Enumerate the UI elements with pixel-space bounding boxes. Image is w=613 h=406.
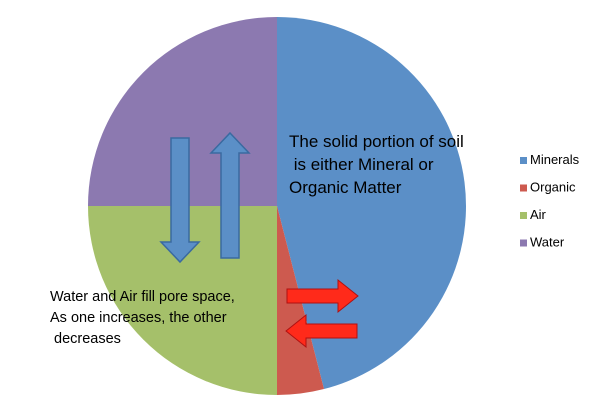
solid-exchange-arrows xyxy=(285,278,359,349)
pore-annotation-line: As one increases, the other xyxy=(50,310,227,326)
legend-swatch-water xyxy=(520,239,527,247)
legend-label-air: Air xyxy=(530,207,547,222)
legend: Minerals Organic Air Water xyxy=(520,152,580,250)
up-arrow xyxy=(209,131,251,259)
legend-swatch-minerals xyxy=(520,157,527,164)
legend-swatch-air xyxy=(520,212,527,219)
legend-label-water: Water xyxy=(530,235,565,250)
solid-annotation-line: is either Mineral or xyxy=(289,155,434,174)
solid-annotation-line: Organic Matter xyxy=(289,178,402,197)
pore-exchange-arrows xyxy=(159,131,251,264)
right-arrow xyxy=(286,278,359,314)
solid-annotation-line: The solid portion of soil xyxy=(289,132,464,151)
pie-slices xyxy=(88,17,467,395)
pore-annotation-line: decreases xyxy=(50,331,121,347)
down-arrow xyxy=(159,137,201,264)
pore-annotation-line: Water and Air fill pore space, xyxy=(50,289,235,305)
pore-space-annotation: Water and Air fill pore space, As one in… xyxy=(50,289,239,347)
legend-label-minerals: Minerals xyxy=(530,152,580,167)
legend-swatch-organic xyxy=(520,184,527,192)
left-arrow xyxy=(285,313,358,349)
legend-label-organic: Organic xyxy=(530,180,576,195)
solid-portion-annotation: The solid portion of soil is either Mine… xyxy=(289,132,469,197)
